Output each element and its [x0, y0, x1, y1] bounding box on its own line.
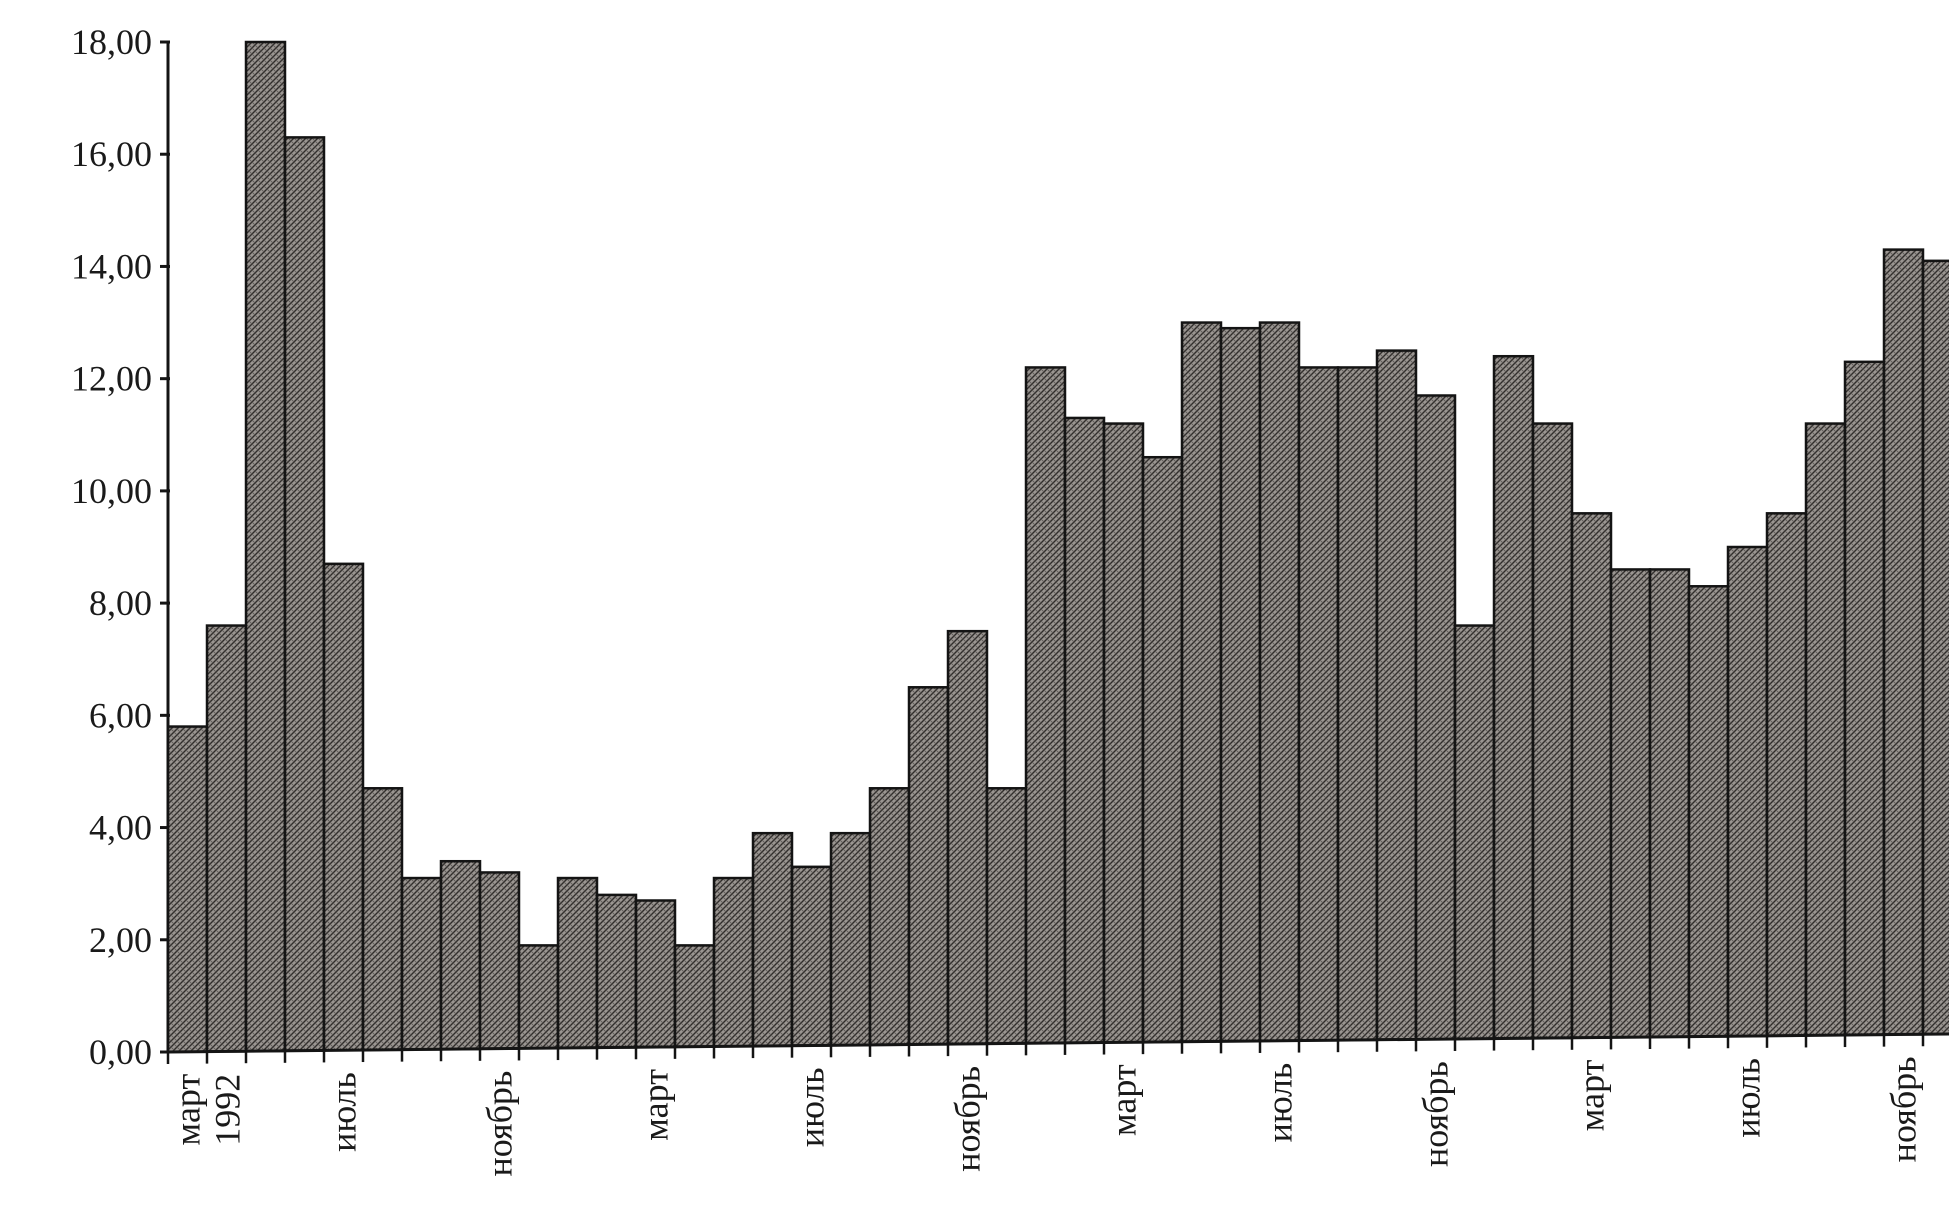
- bar: [1492, 354, 1535, 1040]
- y-tick-label: 16,00: [71, 134, 152, 174]
- bar: [1609, 568, 1652, 1039]
- bar: [1921, 259, 1949, 1036]
- bar: [166, 725, 209, 1054]
- bar: [1063, 416, 1106, 1044]
- bar: [1297, 366, 1340, 1042]
- bar: [1453, 624, 1496, 1041]
- bar: [1258, 321, 1301, 1043]
- bar: [1336, 366, 1379, 1042]
- bar: [1180, 321, 1223, 1043]
- bar: [751, 831, 794, 1048]
- y-tick-label: 10,00: [71, 471, 152, 511]
- y-tick-label: 4,00: [89, 808, 152, 848]
- x-tick-label: март: [168, 1074, 208, 1146]
- bar: [946, 629, 989, 1046]
- bar: [1843, 360, 1886, 1037]
- y-tick-label: 12,00: [71, 359, 152, 399]
- bar: [322, 562, 365, 1052]
- bar: [1102, 422, 1145, 1044]
- bar: [907, 686, 950, 1046]
- bar: [478, 871, 521, 1050]
- bar: [1570, 512, 1613, 1039]
- bar: [673, 944, 716, 1048]
- x-axis-line: [167, 1032, 1949, 1054]
- bar: [868, 787, 911, 1046]
- y-tick-label: 6,00: [89, 695, 152, 735]
- bar: [205, 624, 248, 1053]
- x-tick-label: ноябрь: [1884, 1056, 1924, 1162]
- x-tick-label: июль: [792, 1067, 832, 1147]
- x-tick-label: март: [1104, 1064, 1144, 1136]
- bar: [1648, 568, 1691, 1039]
- x-tick-label: 1992: [208, 1074, 248, 1146]
- x-tick-label: март: [1572, 1059, 1612, 1131]
- y-tick-label: 0,00: [89, 1032, 152, 1072]
- x-tick-label: март: [636, 1069, 676, 1141]
- bars: [166, 40, 1949, 1054]
- x-axis: март 1992 июль ноябрь март июль ноябрь март июль…: [166, 1032, 1949, 1177]
- bar: [517, 944, 560, 1050]
- bar: [712, 876, 755, 1048]
- bar: [595, 893, 638, 1049]
- x-tick-label: ноябрь: [480, 1071, 520, 1177]
- bar: [829, 831, 872, 1047]
- bar: [1687, 585, 1730, 1038]
- bar: [1726, 545, 1769, 1038]
- bar: [439, 859, 482, 1051]
- y-tick-label: 2,00: [89, 920, 152, 960]
- y-axis: 0,00 2,00 4,00 6,00 8,00 10,00 12,00 14,00 16,00…: [71, 22, 170, 1072]
- bar: [1141, 455, 1184, 1044]
- bar: [283, 136, 326, 1052]
- x-tick-label: ноябрь: [948, 1066, 988, 1172]
- bar: [1882, 248, 1925, 1036]
- x-tick-label: июль: [1728, 1058, 1768, 1138]
- y-tick-label: 8,00: [89, 583, 152, 623]
- bar: [244, 40, 287, 1053]
- bar: [1531, 422, 1574, 1040]
- bar: [1219, 326, 1262, 1043]
- bar: [1804, 422, 1847, 1037]
- bar: [985, 787, 1028, 1045]
- bar: [790, 865, 833, 1047]
- bar: [1414, 394, 1457, 1041]
- bar: [361, 787, 404, 1052]
- bar: [634, 899, 677, 1049]
- bar: [1375, 349, 1418, 1041]
- y-tick-label: 18,00: [71, 22, 152, 62]
- bar: [1024, 366, 1067, 1045]
- x-tick-label: ноябрь: [1416, 1061, 1456, 1167]
- x-tick-label: июль: [324, 1072, 364, 1152]
- x-tick-label: июль: [1260, 1063, 1300, 1143]
- bar: [400, 876, 443, 1051]
- bar: [556, 876, 599, 1050]
- bar: [1765, 512, 1808, 1037]
- y-tick-label: 14,00: [71, 246, 152, 286]
